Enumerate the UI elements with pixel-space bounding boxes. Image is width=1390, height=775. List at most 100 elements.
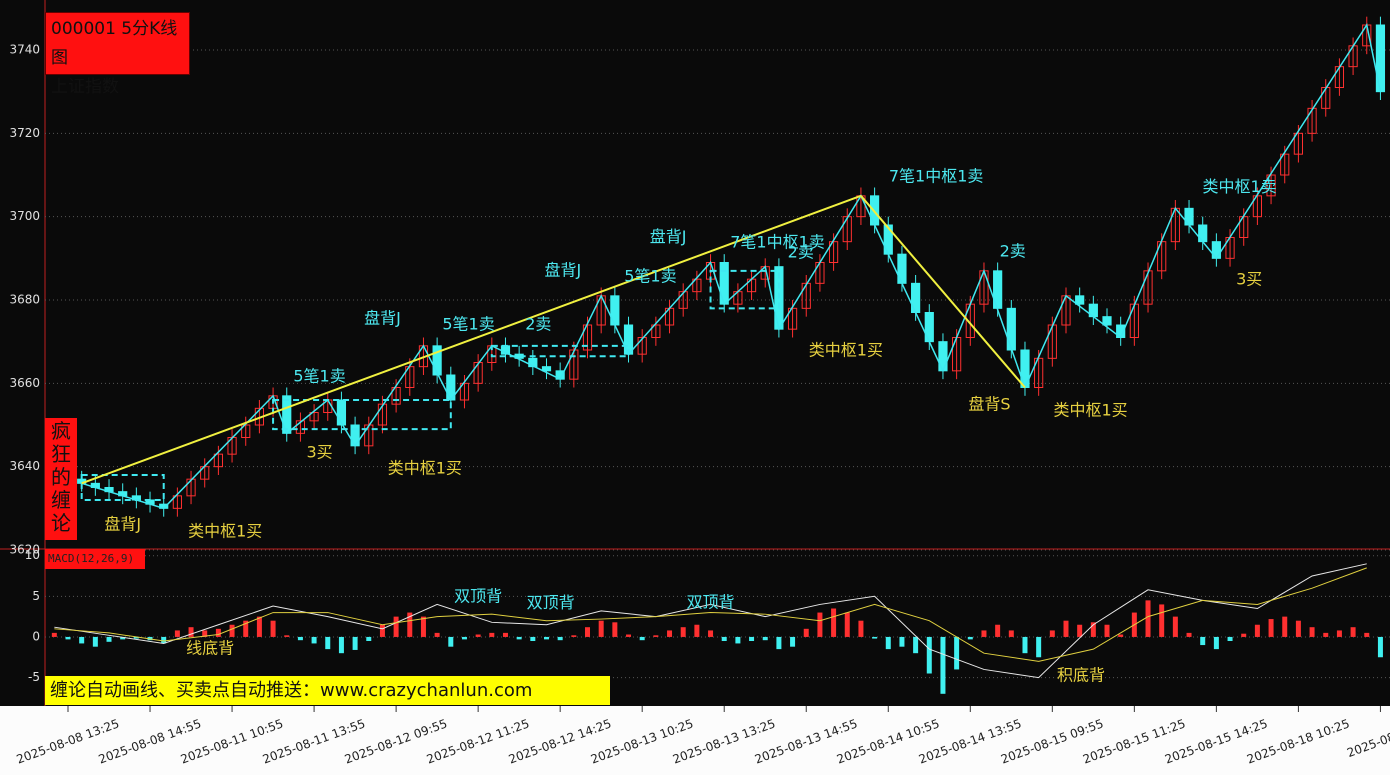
- macd-bar: [844, 612, 850, 637]
- annotation: 双顶背: [454, 587, 502, 606]
- macd-bar: [1213, 636, 1219, 650]
- macd-bar: [502, 632, 508, 637]
- macd-bar: [1036, 636, 1042, 658]
- annotation: 盘背J: [104, 515, 141, 534]
- macd-bar: [1090, 622, 1096, 637]
- chart-subtitle: 上证指数: [51, 77, 119, 97]
- macd-bar: [229, 624, 235, 637]
- macd-bar: [1254, 624, 1260, 637]
- annotation: 5笔1卖: [293, 367, 345, 386]
- macd-bar: [530, 636, 536, 641]
- y-tick-label: 10: [25, 548, 40, 562]
- annotation: 线底背: [186, 639, 234, 658]
- macd-bar: [858, 620, 864, 637]
- macd-bar: [174, 630, 180, 637]
- macd-bar: [338, 636, 344, 654]
- macd-line: [54, 563, 1367, 679]
- annotation: 2卖: [788, 242, 814, 261]
- candle-body: [377, 403, 388, 426]
- annotation: 双顶背: [527, 593, 575, 612]
- y-tick-label: 3720: [9, 126, 40, 140]
- macd-bar: [379, 624, 385, 637]
- macd-bar: [1145, 600, 1151, 637]
- y-tick-label: 3640: [9, 459, 40, 473]
- annotation: 5笔1卖: [442, 315, 494, 334]
- candle-body: [309, 412, 319, 422]
- macd-bar: [311, 636, 317, 644]
- macd-bar: [708, 630, 714, 637]
- macd-bar: [885, 636, 891, 650]
- macd-bar: [243, 620, 249, 637]
- macd-bar: [735, 636, 741, 644]
- macd-bar: [557, 636, 563, 641]
- annotation: 盘背S: [968, 395, 1010, 414]
- chart-title: 000001 5分K线图: [51, 19, 178, 68]
- macd-bar: [1008, 630, 1014, 637]
- macd-bar: [749, 636, 755, 641]
- annotation: 类中枢1买: [388, 459, 462, 478]
- macd-bar: [762, 636, 768, 641]
- y-tick-label: 3700: [9, 209, 40, 223]
- macd-bar: [202, 630, 208, 637]
- macd-bar: [393, 616, 399, 637]
- candle-body: [1075, 295, 1085, 305]
- macd-bar: [612, 622, 618, 637]
- macd-bar: [1159, 604, 1165, 637]
- macd-bar: [1200, 636, 1206, 646]
- macd-bar: [1186, 632, 1192, 637]
- macd-bar: [872, 636, 878, 639]
- macd-bar: [51, 632, 57, 637]
- macd-bar: [352, 636, 358, 650]
- candle-body: [1293, 132, 1304, 155]
- macd-bar: [694, 624, 700, 637]
- macd-bar: [161, 636, 167, 644]
- annotation: 类中枢1买: [1054, 400, 1128, 419]
- bi-line: [81, 23, 1382, 510]
- candle-body: [1143, 270, 1153, 305]
- macd-bar: [817, 612, 823, 637]
- hub-box: [80, 474, 165, 501]
- macd-bar: [366, 636, 372, 641]
- macd-bar: [1022, 636, 1028, 654]
- segment-line: [81, 194, 862, 485]
- macd-bar: [626, 634, 632, 637]
- candle-body: [1006, 307, 1016, 351]
- y-tick-label: 5: [32, 589, 40, 603]
- candle-body: [637, 337, 647, 355]
- side-label: 疯狂的缠论: [45, 418, 77, 540]
- macd-bar: [831, 608, 837, 637]
- macd-bar: [489, 632, 495, 637]
- macd-bar: [639, 636, 645, 641]
- macd-bar: [325, 636, 331, 650]
- candle-body: [473, 362, 483, 384]
- annotation: 类中枢1卖: [1203, 177, 1277, 196]
- annotation: 盘背J: [545, 260, 582, 279]
- macd-bar: [120, 636, 126, 640]
- macd-bar: [585, 627, 591, 637]
- macd-bar: [1323, 632, 1329, 637]
- candle-body: [719, 262, 729, 305]
- macd-bar: [448, 636, 454, 647]
- candle-body: [432, 345, 442, 376]
- macd-bar: [1364, 632, 1370, 637]
- macd-bar: [776, 636, 782, 650]
- annotation: 5笔1卖: [624, 267, 676, 286]
- x-axis-strip: [0, 706, 1390, 775]
- macd-bar: [420, 616, 426, 637]
- title-box: 000001 5分K线图 上证指数: [45, 12, 190, 97]
- macd-bar: [133, 636, 139, 639]
- macd-bar: [297, 636, 303, 641]
- candle-body: [1266, 174, 1276, 197]
- macd-bar: [270, 620, 276, 637]
- candle-body: [692, 278, 702, 293]
- annotation: 类中枢1买: [188, 522, 262, 541]
- macd-bar: [954, 636, 960, 670]
- macd-bar: [92, 636, 98, 647]
- macd-bar: [256, 616, 262, 637]
- macd-bar: [571, 635, 577, 637]
- macd-bar: [1104, 624, 1110, 637]
- hub-box: [272, 399, 452, 431]
- candle-body: [213, 453, 223, 468]
